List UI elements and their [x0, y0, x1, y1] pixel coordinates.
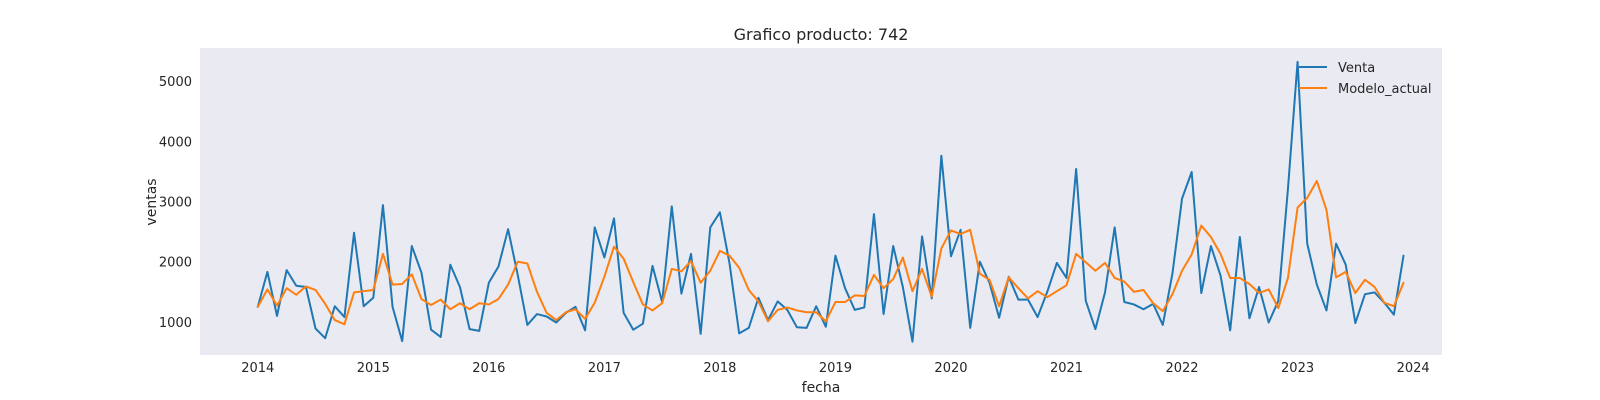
x-tick-label: 2022 — [1165, 361, 1198, 376]
x-axis-label: fecha — [802, 380, 841, 396]
y-tick-label: 1000 — [159, 316, 192, 331]
x-tick-label: 2024 — [1397, 361, 1430, 376]
legend-label-venta: Venta — [1338, 61, 1375, 76]
y-axis-ticks: 1000 2000 3000 4000 5000 — [159, 75, 192, 331]
chart-title: Grafico producto: 742 — [734, 25, 909, 44]
x-tick-label: 2019 — [819, 361, 852, 376]
x-tick-label: 2014 — [241, 361, 274, 376]
y-tick-label: 3000 — [159, 196, 192, 211]
x-tick-label: 2018 — [703, 361, 736, 376]
plot-area — [200, 48, 1442, 355]
x-tick-label: 2023 — [1281, 361, 1314, 376]
y-axis-label: ventas — [144, 178, 160, 225]
x-tick-label: 2017 — [588, 361, 621, 376]
legend-label-modelo-actual: Modelo_actual — [1338, 82, 1432, 97]
y-tick-label: 5000 — [159, 75, 192, 90]
x-tick-label: 2021 — [1050, 361, 1083, 376]
series-line-modelo-actual — [256, 180, 1405, 326]
x-axis-ticks: 2014 2015 2016 2017 2018 2019 2020 2021 2022 2023… — [241, 361, 1429, 376]
series-layer — [256, 60, 1405, 343]
y-tick-label: 4000 — [159, 135, 192, 150]
legend: Venta Modelo_actual — [1299, 61, 1432, 97]
x-tick-label: 2020 — [934, 361, 967, 376]
y-tick-label: 2000 — [159, 256, 192, 271]
series-line-venta — [256, 60, 1405, 343]
x-tick-label: 2016 — [472, 361, 505, 376]
x-tick-label: 2015 — [357, 361, 390, 376]
